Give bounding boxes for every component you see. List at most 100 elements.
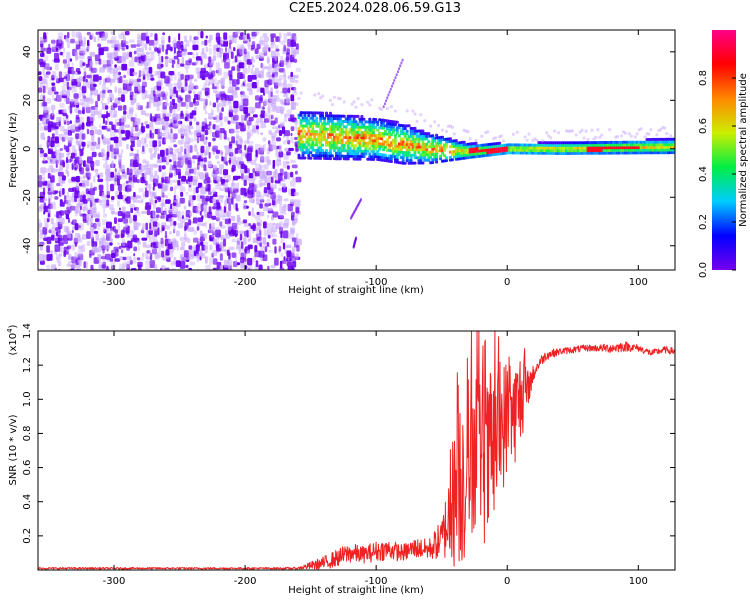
spectrogram-cell xyxy=(42,60,46,66)
spectrogram-cell xyxy=(114,155,117,160)
spectrogram-cell xyxy=(101,114,107,119)
spectrogram-cell xyxy=(425,148,429,152)
spectrogram-cell xyxy=(445,156,448,160)
spectrogram-cell xyxy=(279,221,284,228)
spectrogram-cell xyxy=(112,225,116,232)
spectrogram-cell xyxy=(43,202,47,210)
spectrogram-cell xyxy=(189,145,193,153)
spectrogram-cell xyxy=(118,183,122,192)
spectrogram-cell xyxy=(295,43,299,50)
spectrogram-cell xyxy=(268,140,271,145)
spectrogram-cell xyxy=(175,168,181,175)
spectrogram-cell xyxy=(307,148,311,152)
spectrogram-cell xyxy=(235,110,238,115)
spectrogram-cell xyxy=(126,196,131,204)
spectrogram-cell xyxy=(156,252,162,259)
spectrogram-cell xyxy=(383,102,386,106)
spectrogram-cell xyxy=(169,89,174,97)
spectrogram-cell xyxy=(58,71,63,78)
spectrogram-cell xyxy=(267,234,271,239)
spectrogram-cell xyxy=(212,83,215,87)
spectrogram-cell xyxy=(55,168,61,172)
spectrogram-cell xyxy=(391,152,395,156)
spectrogram-cell xyxy=(188,129,191,134)
spectrogram-cell xyxy=(362,123,366,127)
spectrogram-cell xyxy=(177,223,184,229)
spectrogram-cell xyxy=(219,164,225,170)
spectrogram-cell xyxy=(348,146,352,150)
spectrogram-cell xyxy=(101,134,104,140)
spectrogram-cell xyxy=(251,35,256,40)
spectrogram-cell xyxy=(215,125,220,131)
spectrogram-cell xyxy=(184,78,188,87)
spectrogram-cell xyxy=(275,52,280,57)
spectrogram-cell xyxy=(204,210,208,218)
spectrogram-cell xyxy=(45,118,50,125)
spectrogram-cell xyxy=(223,205,227,213)
spectrogram-cell xyxy=(138,245,140,252)
spectrogram-cell xyxy=(281,126,286,134)
spectrogram-cell xyxy=(283,230,289,239)
spectrogram-cell xyxy=(66,245,72,250)
spectrogram-cell xyxy=(243,203,247,210)
spectrogram-cell xyxy=(136,195,142,199)
spectrogram-cell xyxy=(176,244,179,251)
spectrogram-cell xyxy=(236,144,241,150)
spectrogram-cell xyxy=(38,219,41,226)
spectrogram-cell xyxy=(189,35,192,42)
spectrogram-cell xyxy=(119,264,125,270)
spectrogram-cell xyxy=(161,265,166,270)
spectrogram-cell xyxy=(188,186,193,192)
spectrogram-cell xyxy=(294,79,299,84)
spectrogram-cell xyxy=(354,105,358,109)
y-tick-label: 0.6 xyxy=(22,460,33,476)
spectrogram-cell xyxy=(272,211,279,218)
spectrogram-cell xyxy=(43,32,47,40)
spectrogram-cell xyxy=(330,133,334,137)
spectrogram-cell xyxy=(45,63,50,71)
spectrogram-cell xyxy=(160,132,166,137)
spectrogram-cell xyxy=(208,141,212,147)
spectrogram-cell xyxy=(71,163,74,170)
spectrogram-cell xyxy=(252,178,255,184)
spectrogram-cell xyxy=(74,206,79,214)
spectrogram-cell xyxy=(102,237,107,246)
spectrogram-cell xyxy=(164,56,169,60)
spectrogram-cell xyxy=(46,82,49,91)
spectrogram-cell xyxy=(431,142,435,146)
spectrogram-cell xyxy=(71,145,76,153)
spectrogram-cell xyxy=(105,126,111,131)
spectrogram-cell xyxy=(415,120,419,123)
spectrogram-cell xyxy=(160,237,164,245)
spectrogram-cell xyxy=(329,157,332,161)
spectrogram-cell xyxy=(161,40,165,45)
spectrogram-cell xyxy=(311,127,315,131)
spectrogram-cell xyxy=(150,90,154,95)
spectrogram-cell xyxy=(53,85,56,91)
spectrogram-cell xyxy=(157,79,163,87)
spectrogram-cell xyxy=(293,192,299,196)
spectrogram-cell xyxy=(415,132,419,136)
spectrogram-cell xyxy=(181,101,186,107)
spectrogram-cell xyxy=(264,36,269,42)
spectrogram-cell xyxy=(411,135,415,138)
spectrogram-cell xyxy=(395,128,399,132)
spectrogram-cell xyxy=(168,83,173,91)
spectrogram-cell xyxy=(403,161,407,165)
spectrogram-cell xyxy=(111,124,116,131)
spectrogram-cell xyxy=(270,192,276,200)
spectrogram-cell xyxy=(209,78,215,84)
spectrogram-cell xyxy=(184,269,189,270)
spectrogram-cell xyxy=(231,222,238,230)
spectrogram-cell xyxy=(40,167,47,174)
spectrogram-cell xyxy=(286,83,293,89)
spectrogram-cell xyxy=(376,120,380,124)
spectrogram-cell xyxy=(90,124,95,130)
spectrogram-cell xyxy=(164,211,167,219)
spectrogram-cell xyxy=(445,159,448,163)
spectrogram-cell xyxy=(220,36,223,41)
spectrogram-cell xyxy=(91,151,97,158)
spectrogram-cell xyxy=(356,114,360,118)
spectrogram-cell xyxy=(255,149,258,158)
spectrogram-cell xyxy=(145,266,151,270)
